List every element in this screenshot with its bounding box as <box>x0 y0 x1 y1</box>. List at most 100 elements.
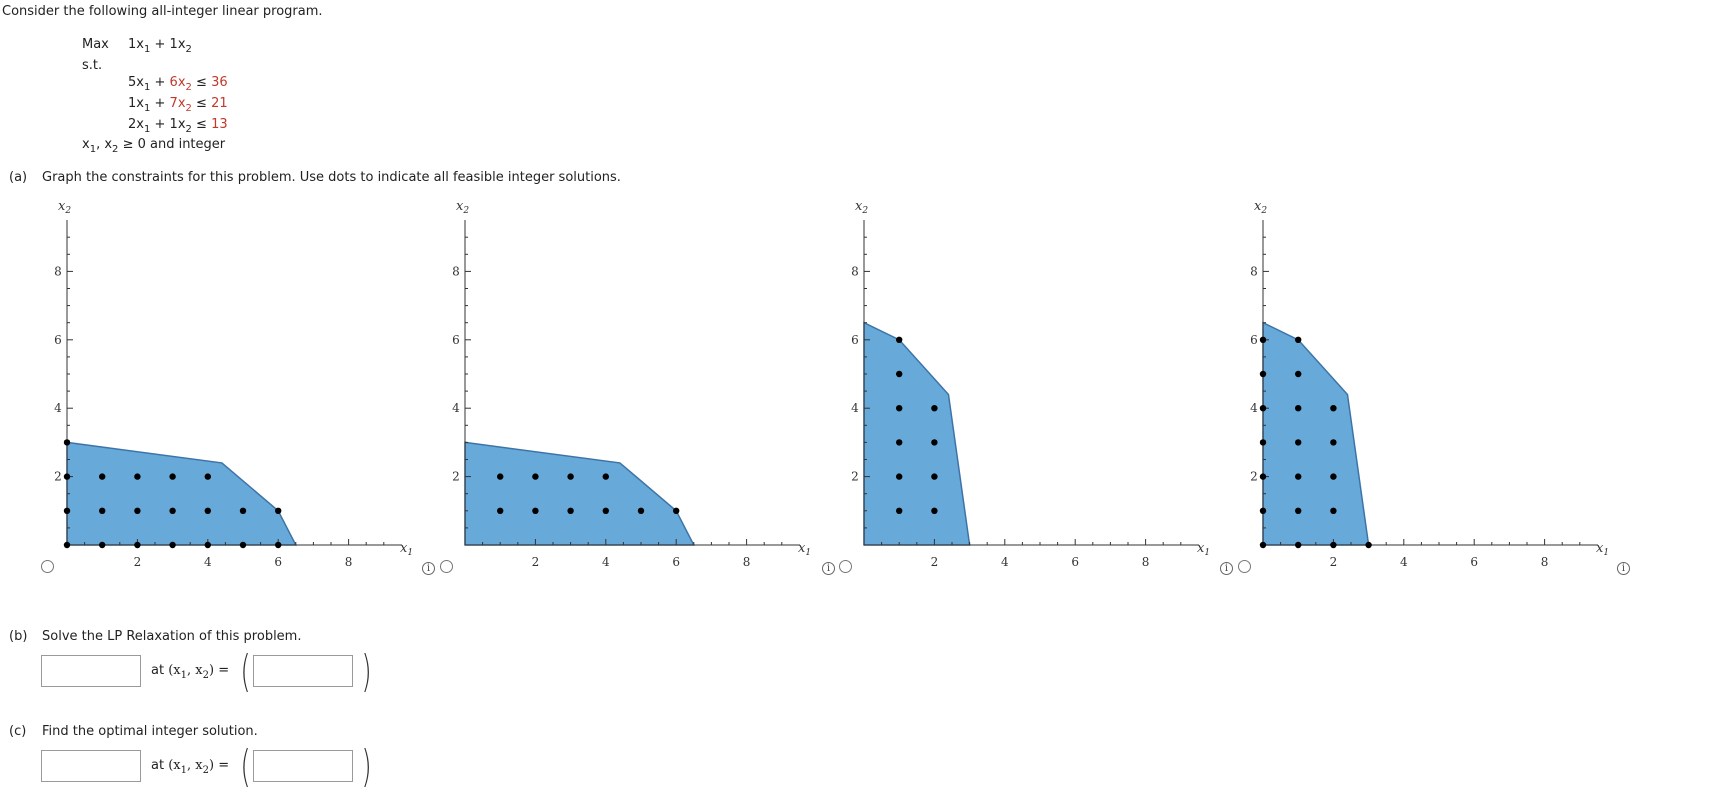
y-tick-label: 4 <box>452 401 460 415</box>
integer-solution-dot <box>1295 507 1302 514</box>
x-tick-label: 8 <box>743 555 751 569</box>
graph-option-2: 2 4 6 8 2 4 6 8 x1 x2 <box>452 199 811 569</box>
integer-solution-dot <box>1295 473 1302 480</box>
y-tick-label: 6 <box>1250 333 1258 347</box>
part-a-text: Graph the constraints for this problem. … <box>42 170 621 185</box>
integer-solution-dot <box>99 507 106 514</box>
integer-solution-dot <box>602 507 609 514</box>
integer-solution-dot <box>1259 473 1267 480</box>
integer-solution-dot <box>1259 439 1267 446</box>
x-tick-label: 6 <box>274 555 282 569</box>
integer-solution-dot <box>63 439 71 446</box>
integer-solution-dot <box>896 405 903 412</box>
integer-solution-dot <box>896 473 903 480</box>
y-axis-label: x2 <box>456 199 469 216</box>
close-paren: ) <box>361 646 372 697</box>
integer-solution-dot <box>134 541 141 549</box>
feasible-region <box>1262 321 1370 546</box>
x-tick-label: 8 <box>345 555 353 569</box>
x-tick-label: 6 <box>1071 555 1079 569</box>
y-tick-label: 6 <box>54 333 62 347</box>
integer-solution-dot <box>1330 439 1337 446</box>
x-tick-label: 4 <box>204 555 212 569</box>
y-tick-label: 2 <box>851 470 859 484</box>
integer-solution-dot <box>497 507 504 514</box>
graph-option-3: 2 4 6 8 2 4 6 8 x1 x2 <box>851 199 1210 569</box>
part-b-label: (b) <box>9 629 28 644</box>
objective-expression: 1x1 + 1x2 <box>128 37 192 55</box>
integer-solution-dot <box>275 507 282 514</box>
y-axis-label: x2 <box>58 199 71 216</box>
st-label: s.t. <box>82 58 103 73</box>
graph-option-3-info-icon[interactable]: i <box>1220 562 1233 575</box>
integer-solution-dot <box>931 439 938 446</box>
integer-solution-dot <box>896 370 903 378</box>
y-tick-label: 8 <box>54 264 62 278</box>
integer-solution-dot <box>1295 336 1302 343</box>
integer-solution-dot <box>1330 541 1337 549</box>
feasible-region <box>464 441 696 546</box>
integer-solution-dot <box>1330 405 1337 412</box>
graph-option-1: 2 4 6 8 2 4 6 8 x1 x2 <box>54 199 413 569</box>
integer-solution-dot <box>63 507 71 514</box>
part-a-label: (a) <box>9 170 28 185</box>
intro-text: Consider the following all-integer linea… <box>2 4 323 19</box>
y-axis-label: x2 <box>855 199 868 216</box>
integer-solution-dot <box>1365 541 1372 549</box>
feasible-region <box>863 321 971 546</box>
integer-solution-dot <box>1259 370 1267 378</box>
lp-relaxation-value-input[interactable] <box>41 655 141 687</box>
y-tick-label: 6 <box>851 333 859 347</box>
part-c-label: (c) <box>9 724 27 739</box>
integer-solution-dot <box>1295 405 1302 412</box>
integer-solution-dot <box>567 507 574 514</box>
part-b-text: Solve the LP Relaxation of this problem. <box>42 629 302 644</box>
x-tick-label: 8 <box>1541 555 1549 569</box>
y-tick-label: 8 <box>452 264 460 278</box>
graph-option-1-info-icon[interactable]: i <box>422 562 435 575</box>
integer-solution-at-label: at (x1, x2) = <box>151 758 230 776</box>
y-tick-label: 4 <box>851 401 859 415</box>
integer-solution-dot <box>169 473 176 480</box>
integer-solution-dot <box>63 541 71 549</box>
integer-solution-dot <box>931 507 938 514</box>
graph-option-1-radio[interactable] <box>41 560 54 573</box>
x-tick-label: 6 <box>672 555 680 569</box>
graph-option-4-info-icon[interactable]: i <box>1617 562 1630 575</box>
x-axis-label: x1 <box>1596 541 1609 558</box>
lp-relaxation-point-input[interactable] <box>253 655 353 687</box>
y-tick-label: 2 <box>54 470 62 484</box>
integer-solution-dot <box>532 507 539 514</box>
integer-solution-dot <box>931 405 938 412</box>
graph-option-2-radio[interactable] <box>440 560 453 573</box>
integer-solution-dot <box>1330 507 1337 514</box>
integer-solution-dot <box>497 473 504 480</box>
x-tick-label: 2 <box>1330 555 1338 569</box>
integer-solution-dot <box>99 541 106 549</box>
integer-solution-dot <box>532 473 539 480</box>
integer-solution-point-input[interactable] <box>253 750 353 782</box>
integer-solution-dot <box>602 473 609 480</box>
integer-solution-dot <box>896 439 903 446</box>
graph-option-3-radio[interactable] <box>839 560 852 573</box>
constraint-1: 5x1 + 6x2 ≤ 36 <box>128 75 228 93</box>
y-tick-label: 2 <box>452 470 460 484</box>
x-tick-label: 4 <box>1001 555 1009 569</box>
integer-solution-dot <box>896 336 903 343</box>
lp-relaxation-at-label: at (x1, x2) = <box>151 663 230 681</box>
x-tick-label: 4 <box>1400 555 1408 569</box>
integer-solution-dot <box>63 473 71 480</box>
integer-solution-dot <box>1259 405 1267 412</box>
integer-solution-dot <box>169 541 176 549</box>
graph-option-2-info-icon[interactable]: i <box>822 562 835 575</box>
integer-solution-dot <box>99 473 106 480</box>
x-tick-label: 2 <box>134 555 142 569</box>
integer-solution-dot <box>567 473 574 480</box>
integer-solution-dot <box>1259 336 1267 343</box>
integer-solution-dot <box>931 473 938 480</box>
integer-solution-value-input[interactable] <box>41 750 141 782</box>
graph-option-4-radio[interactable] <box>1238 560 1251 573</box>
part-c-text: Find the optimal integer solution. <box>42 724 258 739</box>
integer-solution-dot <box>239 507 247 514</box>
integer-solution-dot <box>673 507 680 514</box>
